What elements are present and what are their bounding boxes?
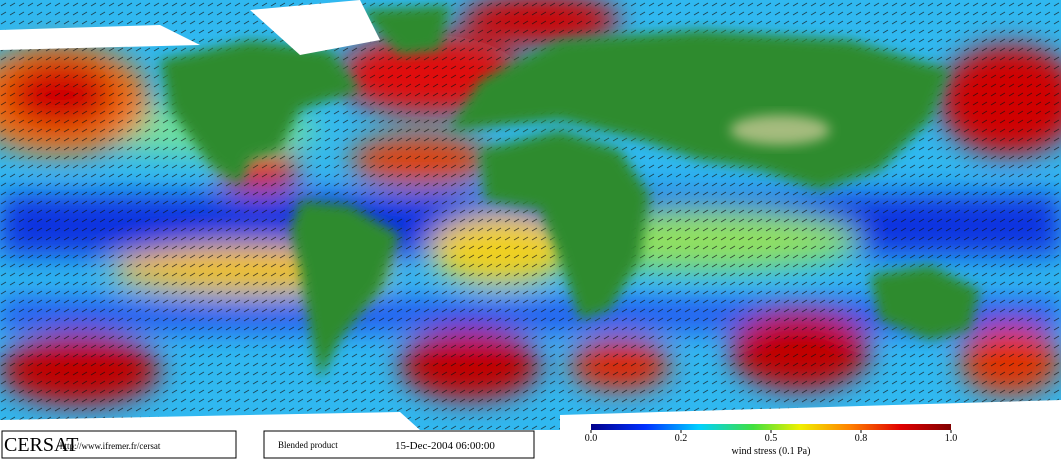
colorbar-tick-label: 1.0 (945, 433, 958, 444)
legend-title: wind stress (0.1 Pa) (732, 446, 811, 457)
colorbar-tick-label: 0.8 (855, 433, 868, 444)
colorbar-tick-label: 0.2 (675, 433, 688, 444)
colorbar (591, 424, 951, 430)
colorbar-tick-label: 0.0 (585, 433, 598, 444)
ice (0, 0, 1061, 430)
product-box (263, 430, 535, 459)
colorbar-tick-label: 0.5 (765, 433, 778, 444)
branding-box (1, 430, 237, 459)
logo: CERSAT (4, 434, 78, 456)
timestamp: 15-Dec-2004 06:00:00 (395, 440, 495, 452)
continents (160, 5, 980, 380)
product-name: Blended product (278, 440, 338, 450)
wind-map (0, 0, 1061, 430)
url: http://www.ifremer.fr/cersat (60, 441, 161, 451)
